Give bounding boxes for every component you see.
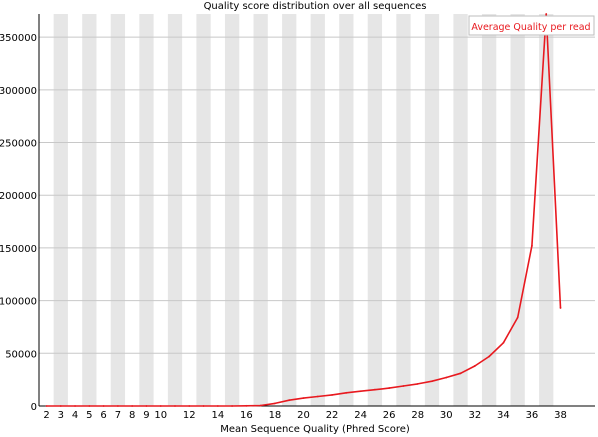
x-axis-ticks: 2 3 4 5 6 7 8 9 10 12 14 16 18 20 22 24 26 28 30 32 34 36 38 (43, 410, 567, 421)
x-tick-label-14: 14 (211, 410, 224, 421)
x-tick-label-26: 26 (383, 410, 396, 421)
background-bands (53, 14, 554, 406)
y-axis-ticks: 0 50000 100000 150000 200000 250000 300000 3500… (0, 33, 37, 413)
data-point-30 (445, 376, 448, 379)
band-17 (253, 14, 268, 406)
legend: Average Quality per read (468, 15, 595, 36)
data-point-34 (502, 341, 505, 344)
data-point-12 (188, 405, 191, 407)
data-point-38 (559, 307, 562, 309)
x-tick-label-4: 4 (72, 410, 78, 421)
x-tick-label-5: 5 (86, 410, 92, 421)
legend-entry-average-quality: Average Quality per read (471, 22, 590, 33)
x-tick-label-16: 16 (240, 410, 253, 421)
band-31 (453, 14, 468, 406)
y-tick-label-5: 250000 (0, 139, 37, 150)
band-21 (310, 14, 325, 406)
band-15 (224, 14, 240, 406)
horizontal-gridlines (39, 36, 595, 354)
x-tick-label-3: 3 (58, 410, 64, 421)
band-35 (510, 14, 525, 406)
data-point-15 (231, 405, 234, 407)
data-point-7 (116, 405, 119, 407)
y-tick-label-3: 150000 (0, 244, 37, 255)
data-point-25 (373, 388, 376, 391)
x-tick-label-10: 10 (154, 410, 167, 421)
band-11 (167, 14, 183, 406)
x-tick-label-24: 24 (354, 410, 367, 421)
band-23 (339, 14, 354, 406)
data-point-31 (459, 372, 462, 375)
y-tick-label-7: 350000 (0, 33, 37, 44)
x-axis-label: Mean Sequence Quality (Phred Score) (220, 424, 410, 435)
y-tick-label-2: 100000 (0, 297, 37, 308)
series-layer (45, 13, 562, 407)
y-tick-label-1: 50000 (5, 349, 37, 360)
x-tick-label-36: 36 (526, 410, 539, 421)
data-point-33 (488, 355, 491, 358)
data-point-13 (202, 405, 205, 407)
data-point-8 (131, 405, 134, 407)
x-tick-label-20: 20 (297, 410, 310, 421)
data-point-19 (288, 399, 291, 402)
data-point-21 (316, 395, 319, 398)
data-point-11 (174, 405, 176, 407)
data-point-28 (416, 382, 419, 385)
data-point-27 (402, 385, 405, 387)
x-tick-label-12: 12 (183, 410, 196, 421)
data-point-37 (545, 13, 548, 15)
data-point-32 (473, 365, 476, 367)
y-tick-label-6: 300000 (0, 86, 37, 97)
x-tick-label-2: 2 (43, 410, 49, 421)
band-7 (110, 14, 126, 406)
chart-title: Quality score distribution over all sequ… (204, 1, 427, 12)
x-tick-label-28: 28 (411, 410, 424, 421)
x-tick-label-22: 22 (326, 410, 339, 421)
data-point-5 (88, 405, 91, 407)
data-point-23 (345, 391, 348, 394)
band-9 (139, 14, 154, 406)
data-point-2 (45, 405, 48, 407)
band-27 (396, 14, 411, 406)
band-29 (424, 14, 440, 406)
y-tick-label-4: 200000 (0, 191, 37, 202)
legend-box (468, 15, 595, 36)
data-point-26 (388, 387, 391, 389)
x-tick-label-30: 30 (440, 410, 453, 421)
data-point-29 (431, 380, 433, 383)
data-point-14 (216, 405, 219, 407)
data-point-24 (359, 390, 362, 393)
band-25 (367, 14, 383, 406)
data-point-10 (159, 405, 162, 407)
data-point-6 (102, 405, 105, 407)
x-tick-label-32: 32 (468, 410, 481, 421)
x-tick-label-34: 34 (497, 410, 510, 421)
y-tick-label-0: 0 (31, 402, 37, 413)
data-point-36 (531, 244, 533, 247)
x-tick-label-8: 8 (129, 410, 135, 421)
data-point-22 (331, 394, 333, 396)
data-point-17 (259, 404, 262, 407)
data-point-35 (516, 316, 519, 319)
band-5 (82, 14, 97, 406)
band-3 (53, 14, 68, 406)
data-point-16 (245, 404, 248, 407)
x-tick-label-38: 38 (554, 410, 567, 421)
data-point-4 (74, 405, 76, 407)
data-point-9 (145, 405, 148, 407)
band-33 (481, 14, 497, 406)
band-19 (282, 14, 297, 406)
x-tick-label-9: 9 (143, 410, 149, 421)
band-13 (196, 14, 211, 406)
data-point-3 (59, 405, 62, 407)
data-point-18 (274, 402, 276, 405)
band-37 (539, 14, 554, 406)
x-tick-label-18: 18 (269, 410, 282, 421)
x-tick-label-6: 6 (100, 410, 106, 421)
data-point-20 (302, 397, 305, 399)
x-tick-label-7: 7 (115, 410, 121, 421)
